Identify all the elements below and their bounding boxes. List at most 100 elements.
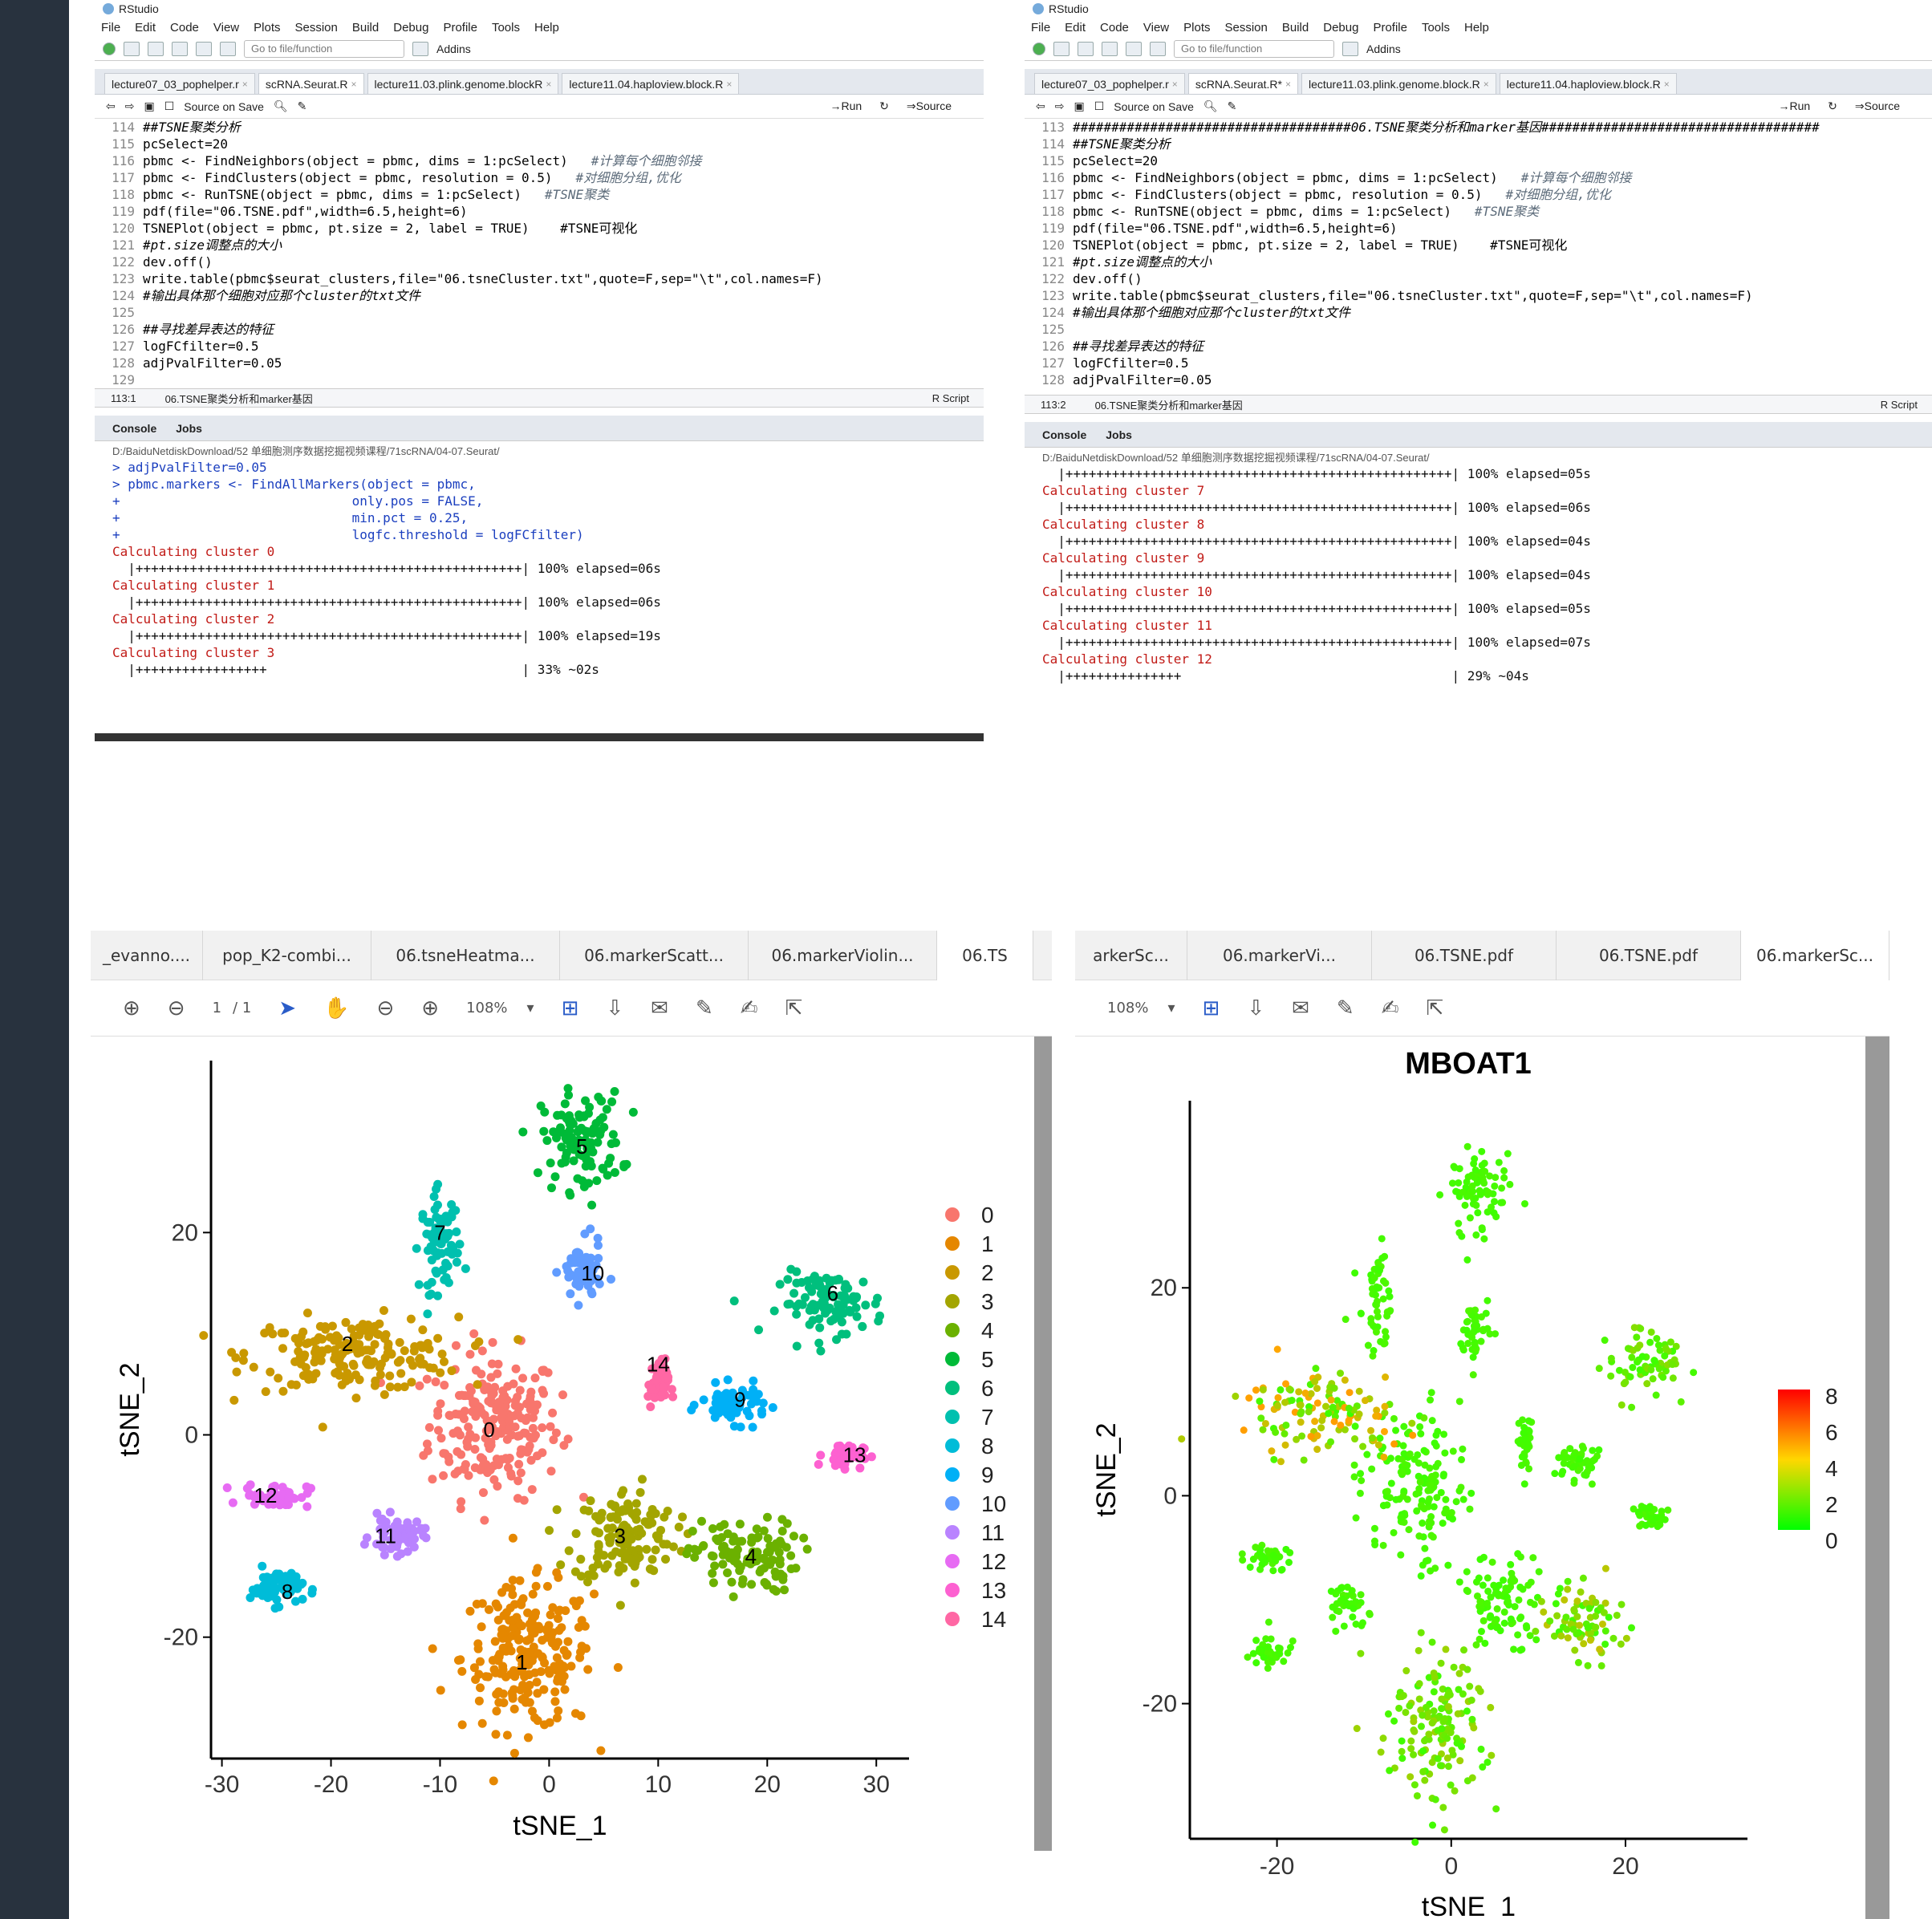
source-on-save-checkbox[interactable]: ☐	[1094, 99, 1105, 112]
save-all-icon[interactable]	[196, 41, 212, 56]
scroll-mode-icon[interactable]: ⇩	[1247, 996, 1265, 1020]
source-button[interactable]: ⇒Source	[906, 99, 952, 112]
save-file-icon[interactable]: ▣	[1074, 99, 1085, 112]
page-down-icon[interactable]: ⊖	[167, 996, 185, 1020]
close-icon[interactable]: ×	[351, 78, 357, 90]
addins-menu[interactable]: Addins	[436, 42, 471, 55]
page-up-icon[interactable]: ⊕	[123, 996, 140, 1020]
editor-tab[interactable]: lecture07_03_pophelper.r ×	[104, 73, 255, 94]
close-icon[interactable]: ×	[1285, 78, 1291, 90]
pdf-scrollbar[interactable]	[1865, 1037, 1889, 1919]
share-icon[interactable]: ⇱	[785, 996, 803, 1020]
editor-tab[interactable]: lecture11.03.plink.genome.blockR ×	[367, 73, 559, 94]
zoom-out-icon[interactable]: ⊖	[376, 996, 395, 1020]
page-indicator[interactable]: 1/ 1	[213, 1000, 252, 1016]
tab-console[interactable]: Console	[1042, 428, 1087, 441]
menu-item-session[interactable]: Session	[1224, 20, 1268, 34]
menu-item-build[interactable]: Build	[1281, 20, 1309, 34]
file-type[interactable]: R Script	[932, 392, 969, 404]
editor-tab[interactable]: lecture11.03.plink.genome.block.R ×	[1301, 73, 1496, 94]
goto-file-input[interactable]: Go to file/function	[244, 39, 404, 58]
new-project-icon[interactable]	[124, 41, 140, 56]
new-project-icon[interactable]	[1053, 41, 1070, 56]
close-icon[interactable]: ×	[1663, 78, 1670, 90]
search-icon[interactable]: 🔍︎	[273, 99, 288, 112]
file-type[interactable]: R Script	[1880, 398, 1918, 411]
code-editor[interactable]: 114 ##TSNE聚类分析 115 pcSelect=20 116 pbmc <- Fi…	[95, 119, 984, 388]
close-icon[interactable]: ×	[242, 78, 248, 90]
select-tool-icon[interactable]: ➤	[278, 996, 297, 1020]
menu-item-view[interactable]: View	[1143, 20, 1170, 34]
sign-icon[interactable]: ✍	[1381, 996, 1399, 1020]
menu-item-tools[interactable]: Tools	[491, 20, 520, 34]
highlight-icon[interactable]: ✎	[695, 996, 713, 1020]
editor-tab[interactable]: lecture11.04.haploview.block.R ×	[562, 73, 740, 94]
save-file-icon[interactable]: ▣	[144, 99, 155, 112]
tab-jobs[interactable]: Jobs	[176, 421, 202, 435]
rerun-icon[interactable]: ↻	[879, 99, 889, 112]
pdf-tab[interactable]: 06.markerSc...	[1741, 931, 1889, 980]
fit-page-icon[interactable]: ⊞	[561, 996, 579, 1020]
close-icon[interactable]: ×	[1483, 78, 1489, 90]
rerun-icon[interactable]: ↻	[1828, 99, 1837, 112]
close-icon[interactable]: ×	[726, 78, 733, 90]
menu-item-tools[interactable]: Tools	[1421, 20, 1450, 34]
save-icon[interactable]	[172, 41, 188, 56]
menu-item-session[interactable]: Session	[294, 20, 338, 34]
scroll-mode-icon[interactable]: ⇩	[606, 996, 624, 1020]
pdf-tab[interactable]: 06.TS	[937, 931, 1033, 980]
back-icon[interactable]: ⇦	[106, 99, 116, 112]
run-button[interactable]: →Run	[830, 99, 862, 112]
editor-tab[interactable]: scRNA.Seurat.R* ×	[1187, 73, 1298, 94]
comment-icon[interactable]: ✉	[1292, 996, 1309, 1020]
pdf-tab[interactable]: 06.TSNE.pdf	[1372, 931, 1557, 980]
menu-item-help[interactable]: Help	[1464, 20, 1489, 34]
pdf-tab[interactable]: 06.markerViolin...	[749, 931, 937, 980]
wand-icon[interactable]: ✎	[1227, 99, 1237, 112]
editor-tab[interactable]: lecture07_03_pophelper.r ×	[1034, 73, 1185, 94]
grid-icon[interactable]	[412, 41, 428, 56]
comment-icon[interactable]: ✉	[651, 996, 668, 1020]
addins-menu[interactable]: Addins	[1366, 42, 1401, 55]
menu-item-file[interactable]: File	[1031, 20, 1051, 34]
menu-item-build[interactable]: Build	[351, 20, 380, 34]
print-icon[interactable]	[220, 41, 236, 56]
share-icon[interactable]: ⇱	[1426, 996, 1444, 1020]
menu-item-edit[interactable]: Edit	[135, 20, 156, 34]
pdf-tab[interactable]: 06.tsneHeatma...	[371, 931, 560, 980]
pdf-tab[interactable]: pop_K2-combi...	[203, 931, 371, 980]
section-indicator[interactable]: 06.TSNE聚类分析和marker基因	[164, 392, 313, 405]
code-editor[interactable]: 113 ####################################0…	[1025, 119, 1932, 395]
menu-item-file[interactable]: File	[101, 20, 121, 34]
editor-tab[interactable]: scRNA.Seurat.R ×	[258, 73, 364, 94]
close-icon[interactable]: ×	[1171, 78, 1178, 90]
section-indicator[interactable]: 06.TSNE聚类分析和marker基因	[1094, 399, 1243, 412]
pdf-tab[interactable]: 06.markerScatt...	[560, 931, 749, 980]
source-button[interactable]: ⇒Source	[1854, 99, 1900, 112]
menu-item-code[interactable]: Code	[170, 20, 199, 34]
menu-item-profile[interactable]: Profile	[1373, 20, 1407, 34]
save-all-icon[interactable]	[1126, 41, 1142, 56]
pdf-tab[interactable]: arkerSc...	[1075, 931, 1187, 980]
close-icon[interactable]: ×	[546, 78, 552, 90]
menu-item-code[interactable]: Code	[1100, 20, 1129, 34]
fit-page-icon[interactable]: ⊞	[1202, 996, 1220, 1020]
highlight-icon[interactable]: ✎	[1336, 996, 1354, 1020]
pdf-scrollbar[interactable]	[1034, 1037, 1052, 1851]
page-number[interactable]: 1	[212, 1000, 222, 1016]
menu-item-edit[interactable]: Edit	[1065, 20, 1086, 34]
zoom-select[interactable]: 108% ▾	[1107, 1000, 1175, 1016]
pdf-tab[interactable]: _evanno....	[91, 931, 203, 980]
pdf-tab[interactable]: 06.TSNE.pdf	[1557, 931, 1741, 980]
back-icon[interactable]: ⇦	[1036, 99, 1045, 112]
source-on-save-checkbox[interactable]: ☐	[164, 99, 175, 112]
menu-item-help[interactable]: Help	[534, 20, 559, 34]
menu-item-debug[interactable]: Debug	[1323, 20, 1359, 34]
run-button[interactable]: →Run	[1778, 99, 1811, 112]
zoom-in-icon[interactable]: ⊕	[421, 996, 440, 1020]
menu-item-plots[interactable]: Plots	[254, 20, 281, 34]
goto-file-input[interactable]: Go to file/function	[1174, 39, 1334, 58]
wand-icon[interactable]: ✎	[297, 99, 307, 112]
new-file-icon[interactable]	[103, 42, 116, 55]
grid-icon[interactable]	[1342, 41, 1358, 56]
